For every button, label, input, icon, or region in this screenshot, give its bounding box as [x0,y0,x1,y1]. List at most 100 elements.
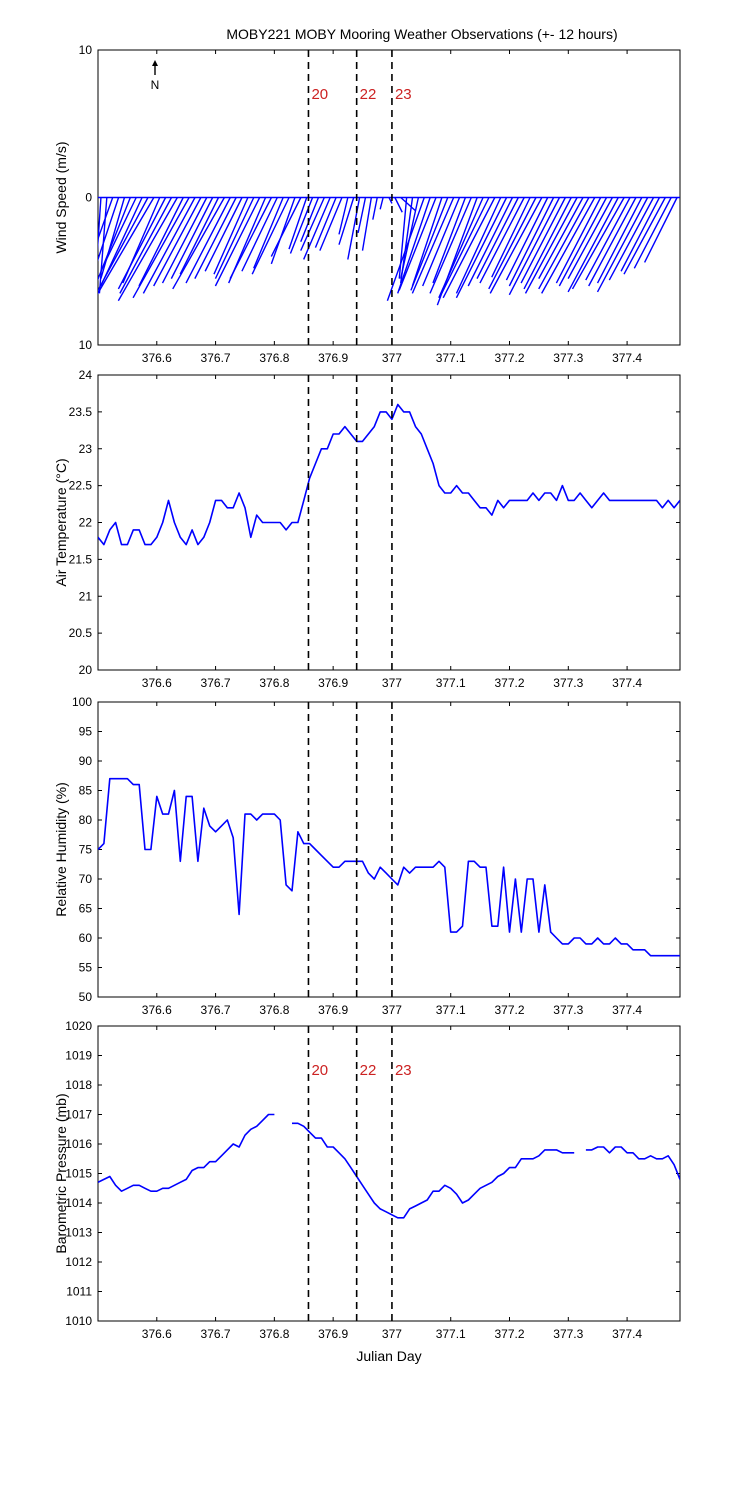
y-tick-label: 23 [79,442,93,456]
series-line [98,777,680,957]
wind-stick [538,197,590,290]
wind-stick [98,197,102,253]
y-tick-label: 1013 [65,1226,92,1240]
wind-stick [520,197,566,284]
y-tick-label: 1014 [65,1196,92,1210]
plot-frame [97,1025,681,1322]
y-axis-label: Relative Humidity (%) [53,782,69,917]
data-layer [98,777,680,957]
wind-stick [214,197,255,279]
wind-stick [567,197,614,279]
wind-stick [491,197,531,278]
wind-stick [432,197,467,284]
wind-stick [541,197,596,294]
event-marker-label: 23 [395,1062,412,1079]
wind-stick [214,197,261,287]
x-tick-label: 377 [382,1327,402,1341]
x-tick-label: 376.9 [318,1327,348,1341]
y-tick-label: 20.5 [69,626,93,640]
wind-stick [361,197,373,251]
y-tick-label: 1015 [65,1167,92,1181]
wind-stick [558,197,608,287]
x-tick-label: 376.8 [259,351,289,365]
wind-stick [476,197,519,279]
panel-1: 376.6 376.7 376.8 376.9 377 377.1 377.2 377.3 37… [53,43,681,365]
wind-stick [98,197,114,241]
y-tick-label: 22 [79,516,93,530]
figure-title: MOBY221 MOBY Mooring Weather Observation… [226,26,617,42]
y-tick-label: 65 [79,902,93,916]
y-tick-label: 100 [72,695,92,709]
event-marker-label: 23 [395,86,412,103]
wind-stick [524,197,578,294]
wind-stick [142,197,196,294]
event-marker-label: 20 [311,86,328,103]
wind-stick [98,197,149,292]
y-tick-label: 10 [79,338,93,352]
x-tick-label: 377 [382,1003,402,1017]
wind-stick [161,197,208,284]
wind-stick [319,197,343,251]
y-tick-label: 1018 [65,1078,92,1092]
wind-stick [314,197,337,248]
wind-stick [571,197,625,290]
x-tick-label: 376.7 [201,1003,231,1017]
x-tick-label: 377.4 [612,1003,642,1017]
x-tick-label: 377.1 [436,351,466,365]
wind-stick [596,197,643,284]
wind-stick [398,197,437,291]
x-tick-label: 377.3 [553,1327,583,1341]
x-tick-label: 377.1 [436,676,466,690]
wind-stick [170,197,214,279]
y-tick-label: 20 [79,663,93,677]
wind-stick [467,197,514,287]
wind-stick [633,197,672,269]
x-tick-label: 376.6 [142,676,172,690]
event-marker-label: 20 [311,1062,328,1079]
y-tick-label: 1020 [65,1019,92,1033]
x-tick-label: 376.9 [318,351,348,365]
wind-stick [172,197,226,290]
x-tick-label: 377.3 [553,676,583,690]
wind-stick [508,197,561,296]
wind-stick [455,197,508,299]
wind-stick [119,197,173,294]
wind-stick [588,197,637,287]
wind-stick [567,197,619,293]
wind-stick [388,197,393,204]
wind-stick [100,197,137,272]
wind-stick [300,197,325,251]
x-tick-label: 377.1 [436,1003,466,1017]
data-layer [98,196,680,306]
y-tick-label: 21 [79,589,93,603]
wind-stick [357,197,367,234]
x-tick-label: 377.3 [553,351,583,365]
y-axis-label: Barometric Pressure (mb) [53,1093,69,1253]
event-marker-label: 22 [360,86,377,103]
wind-stick [479,197,525,284]
y-tick-label: 1012 [65,1255,92,1269]
y-tick-label: 1010 [65,1314,92,1328]
x-tick-label: 377.2 [494,1003,524,1017]
wind-stick [379,197,384,210]
series-line [98,403,680,546]
wind-stick [410,197,449,291]
panel-4: 376.6 376.7 376.8 376.9 377 377.1 377.2 377.3 37… [53,1019,681,1341]
y-tick-label: 23.5 [69,405,93,419]
wind-stick [229,197,273,279]
wind-stick [442,197,496,299]
wind-stick [411,197,443,287]
wind-stick [253,197,284,269]
wind-stick [194,197,237,279]
data-layer [98,1113,680,1219]
x-tick-label: 377 [382,676,402,690]
x-tick-label: 376.9 [318,676,348,690]
x-tick-label: 377.4 [612,351,642,365]
y-tick-label: 55 [79,961,93,975]
y-tick-label: 0 [85,191,92,205]
plot-frame [97,701,681,998]
y-axis-label: Wind Speed (m/s) [53,141,69,253]
wind-stick [411,197,455,294]
wind-stick [100,197,126,279]
x-tick-label: 376.6 [142,351,172,365]
